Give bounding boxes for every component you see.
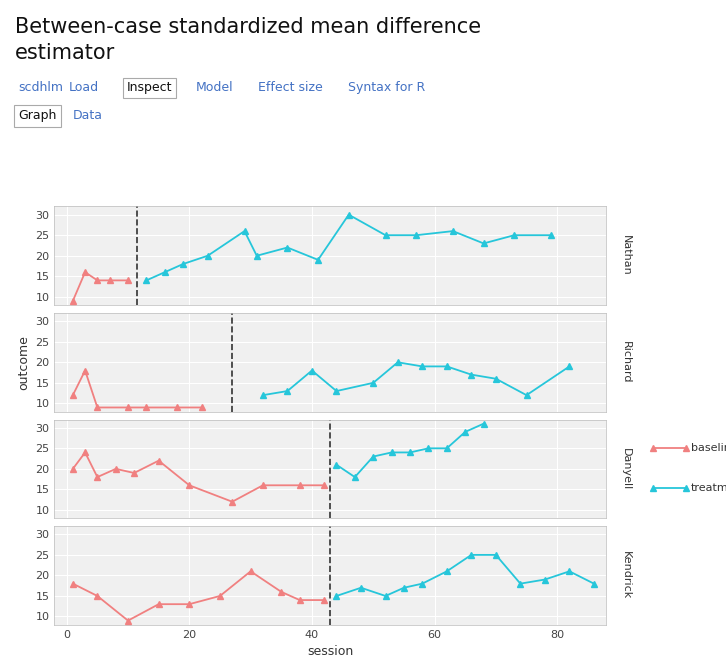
Text: Inspect: Inspect [127, 81, 173, 95]
Text: Model: Model [196, 81, 234, 95]
Text: Syntax for R: Syntax for R [348, 81, 425, 95]
Text: Graph: Graph [18, 109, 57, 123]
Text: Inspect: Inspect [127, 81, 173, 95]
X-axis label: session: session [307, 645, 354, 658]
Text: Nathan: Nathan [621, 235, 631, 276]
Text: Richard: Richard [621, 341, 631, 384]
Text: Graph: Graph [18, 109, 57, 123]
Text: Effect size: Effect size [258, 81, 322, 95]
Text: treatment: treatment [691, 484, 726, 494]
Y-axis label: outcome: outcome [17, 335, 30, 390]
Text: scdhlm: scdhlm [18, 81, 63, 95]
Text: estimator: estimator [15, 43, 115, 63]
Text: Between-case standardized mean difference: Between-case standardized mean differenc… [15, 17, 481, 37]
Text: Danyell: Danyell [621, 448, 631, 490]
Text: Data: Data [73, 109, 102, 123]
Text: Load: Load [69, 81, 99, 95]
Text: Kendrick: Kendrick [621, 551, 631, 599]
Text: baseline: baseline [691, 444, 726, 454]
